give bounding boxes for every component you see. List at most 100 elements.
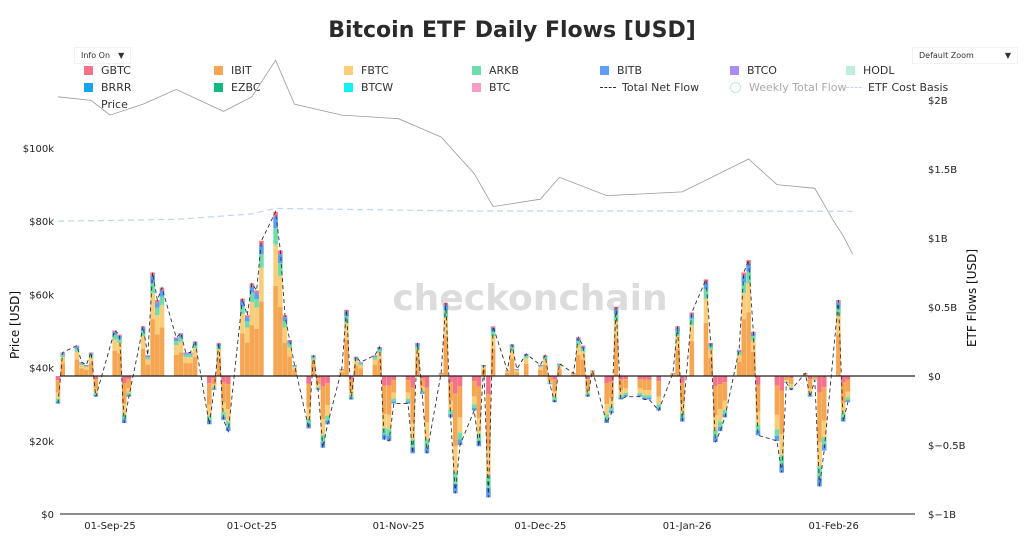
legend-item-hodl[interactable]: HODL	[846, 64, 895, 77]
bar-segment-bitb	[523, 354, 529, 357]
bar-segment-arkb	[424, 439, 430, 448]
zoom-label: Default Zoom	[919, 51, 974, 60]
legend-item-brrr[interactable]: BRRR	[84, 81, 131, 94]
bar-segment-arkb	[344, 316, 349, 323]
flow-bar-2025-11-25	[509, 344, 515, 376]
legend-item-fbtc[interactable]: FBTC	[344, 64, 389, 77]
bar-segment-arkb	[150, 282, 155, 294]
bar-segment-gbtc	[604, 376, 609, 383]
bar-segment-arkb	[457, 432, 463, 440]
legend-item-weekly-total-flow[interactable]: Weekly Total Flow	[730, 81, 847, 94]
legend-item-bitb[interactable]: BITB	[600, 64, 642, 77]
bar-segment-fbtc	[784, 380, 789, 382]
bar-segment-fbtc	[680, 403, 685, 414]
bar-segment-ibit	[476, 386, 482, 419]
legend-item-price[interactable]: Price	[84, 98, 128, 111]
bar-segment-arkb	[405, 398, 411, 402]
bar-segment-arkb	[173, 341, 179, 346]
bar-segment-gbtc	[580, 345, 586, 347]
bar-segment-gbtc	[292, 365, 297, 366]
legend-swatch	[600, 66, 609, 75]
legend-label: Total Net Flow	[622, 81, 700, 94]
bar-segment-arkb	[325, 415, 330, 421]
bar-segment-arkb	[523, 356, 529, 359]
zoom-dropdown[interactable]: Default Zoom ▼	[912, 47, 1018, 64]
bar-segment-arkb	[656, 404, 661, 408]
legend-item-ibit[interactable]: IBIT	[214, 64, 252, 77]
bar-segment-ibit	[576, 354, 581, 376]
legend-item-etf-cost-basis[interactable]: ETF Cost Basis	[846, 81, 948, 94]
bar-segment-fbtc	[443, 317, 449, 336]
bar-segment-fbtc	[755, 411, 761, 425]
bar-segment-gbtc	[254, 290, 259, 293]
bar-segment-fbtc	[609, 398, 614, 407]
bar-segment-arkb	[821, 437, 827, 445]
bar-segment-ibit	[807, 379, 813, 389]
bar-segment-arkb	[840, 413, 846, 418]
flow-bar-2025-12-05	[557, 363, 562, 376]
bar-segment-arkb	[306, 419, 311, 425]
bar-segment-ibit	[803, 374, 808, 376]
legend-dash-icon	[600, 87, 616, 88]
legend-item-arkb[interactable]: ARKB	[472, 64, 519, 77]
legend-item-btco[interactable]: BTCO	[730, 64, 777, 77]
info-toggle-dropdown[interactable]: Info On ▼	[74, 47, 132, 64]
flow-bar-2026-02-04	[845, 376, 851, 403]
right-tick-label: $−1B	[928, 510, 956, 521]
bar-segment-ibit	[552, 379, 557, 392]
bar-segment-arkb	[613, 313, 619, 321]
bar-segment-arkb	[689, 318, 695, 326]
bar-segment-ibit	[278, 306, 283, 376]
bar-segment-fbtc	[282, 327, 288, 343]
bar-segment-ibit	[117, 353, 122, 376]
legend-item-gbtc[interactable]: GBTC	[84, 64, 131, 77]
flow-bar-2025-12-29	[670, 373, 676, 376]
chevron-down-icon: ▼	[1004, 51, 1011, 60]
left-tick-label: $20k	[29, 437, 54, 448]
bar-segment-arkb	[623, 393, 628, 396]
bar-segment-bitb	[642, 397, 647, 400]
right-tick-label: $0.5B	[928, 303, 957, 314]
bar-segment-bitb	[140, 327, 146, 332]
bar-segment-ibit	[315, 378, 321, 385]
legend-swatch	[730, 66, 739, 75]
y-axis-right-title: ETF Flows [USD]	[965, 249, 979, 347]
flow-bar-2025-09-25	[221, 376, 226, 421]
bar-segment-ibit	[736, 361, 742, 376]
bar-segment-arkb	[126, 393, 132, 396]
bar-segment-gbtc	[159, 287, 165, 291]
flow-bar-2025-12-24	[646, 376, 652, 400]
legend-item-ezbc[interactable]: EZBC	[214, 81, 261, 94]
flow-bar-2026-01-29	[817, 376, 822, 487]
bar-segment-arkb	[386, 429, 392, 436]
legend-swatch	[344, 83, 353, 92]
legend-item-btc[interactable]: BTC	[472, 81, 510, 94]
flow-bar-2025-11-17	[471, 376, 477, 411]
bar-segment-fbtc	[183, 357, 188, 364]
flow-bar-2025-09-02	[112, 330, 117, 376]
bar-segment-fbtc	[287, 347, 292, 357]
bar-segment-gbtc	[807, 376, 813, 380]
bar-segment-ibit	[112, 351, 117, 376]
bar-segment-gbtc	[225, 376, 231, 385]
bar-segment-ibit	[211, 378, 217, 385]
bar-segment-fbtc	[812, 378, 818, 380]
legend-swatch	[214, 66, 223, 75]
bar-segment-gbtc	[438, 373, 444, 374]
bar-segment-bitb	[391, 401, 397, 404]
bar-segment-gbtc	[642, 376, 647, 380]
bar-segment-arkb	[722, 409, 728, 414]
legend-item-btcw[interactable]: BTCW	[344, 81, 393, 94]
bar-segment-bitb	[372, 355, 378, 358]
bar-segment-arkb	[117, 338, 122, 343]
bar-segment-ibit	[126, 379, 132, 389]
right-tick-label: $1.5B	[928, 165, 957, 176]
bar-segment-fbtc	[173, 345, 179, 355]
legend-item-total-net-flow[interactable]: Total Net Flow	[600, 81, 699, 94]
bar-segment-arkb	[221, 412, 226, 417]
bar-segment-gbtc	[490, 326, 496, 328]
flow-bar-2025-09-17	[183, 352, 188, 376]
bar-segment-ibit	[471, 381, 477, 397]
flow-bar-2025-10-28	[377, 347, 382, 376]
bar-segment-arkb	[287, 343, 292, 348]
